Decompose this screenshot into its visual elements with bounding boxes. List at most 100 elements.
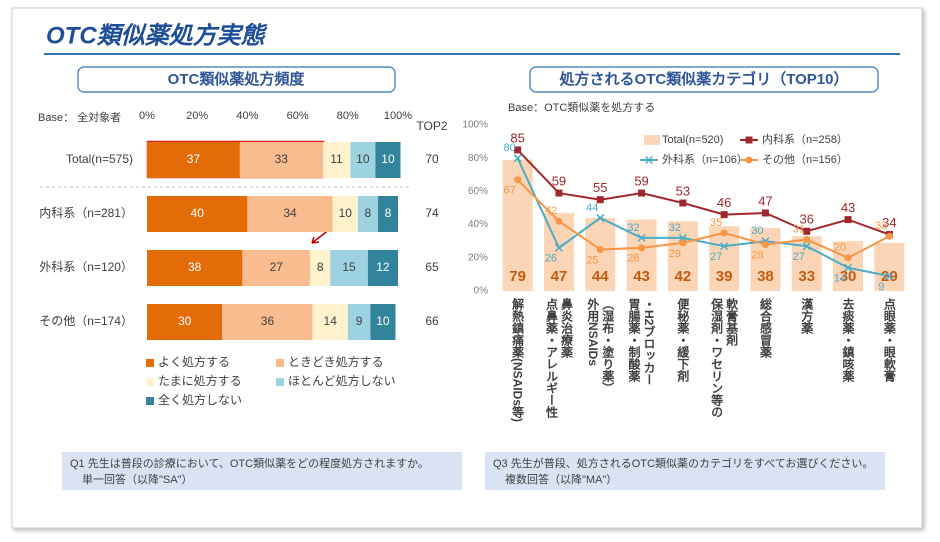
data-label: 26 [627, 253, 639, 265]
legend-label: ときどき処方する [288, 354, 384, 369]
marker [638, 189, 646, 197]
data-label: 27 [793, 251, 805, 263]
data-label: 44 [592, 268, 609, 285]
y-tick-label: 60% [468, 186, 488, 197]
data-label: 40 [191, 206, 205, 220]
x-tick-label: 去痰薬・鎮咳薬 [841, 297, 855, 383]
bar-segment [310, 250, 331, 286]
bar [709, 226, 740, 291]
data-label: 33 [875, 220, 887, 232]
marker [844, 263, 853, 272]
data-label: 10 [339, 206, 353, 220]
bar-segment [377, 196, 398, 232]
data-label: 43 [633, 268, 650, 285]
x-tick-label: 点眼薬・眼軟膏 [882, 297, 896, 383]
marker [596, 213, 605, 222]
x-tick-label: （湿布・塗り薬） [601, 298, 615, 394]
y-tick-label: Total(n=575) [66, 152, 133, 166]
y-tick-label: 100% [462, 120, 488, 131]
bar-segment [332, 196, 358, 232]
marker [596, 196, 604, 204]
marker [638, 244, 646, 252]
data-label: 39 [716, 268, 733, 285]
y-tick-label: 40% [468, 219, 488, 230]
marker [514, 176, 522, 184]
data-label: 8 [385, 206, 392, 220]
marker [844, 254, 852, 262]
marker [720, 229, 728, 237]
data-label: 29 [669, 248, 681, 260]
bar [585, 217, 616, 291]
legend-swatch [276, 359, 284, 367]
line [516, 157, 890, 278]
data-label: 8 [317, 260, 324, 274]
data-label: 53 [676, 183, 690, 198]
marker [803, 227, 811, 235]
marker [637, 233, 646, 242]
marker [514, 146, 522, 154]
marker [720, 211, 728, 219]
data-label: 79 [509, 268, 526, 285]
base-note: Base： 全対象者 [38, 110, 121, 124]
data-label: 59 [552, 173, 566, 188]
legend-label: 内科系（n=258） [762, 132, 848, 146]
legend-label: 外科系（n=106） [662, 152, 748, 166]
top2-value: 70 [425, 152, 439, 166]
data-label: 55 [593, 180, 607, 195]
x-tick-label: 60% [287, 110, 309, 122]
marker [761, 209, 769, 217]
data-label: 80 [504, 142, 516, 154]
marker [679, 199, 687, 207]
marker [679, 239, 687, 247]
marker [720, 242, 729, 251]
legend-swatch [146, 359, 154, 367]
x-tick-label: 0% [139, 110, 155, 122]
legend-label: ほとんど処方しない [288, 373, 396, 388]
data-label: 14 [834, 273, 846, 285]
top2-value: 74 [425, 206, 439, 220]
x-tick-label: ・H2ブロッカー [642, 298, 656, 385]
data-label: 36 [261, 314, 275, 328]
data-label: 20 [834, 242, 846, 254]
chart-title: 処方されるOTC類似薬カテゴリ（TOP10） [559, 70, 849, 88]
x-tick-label: 便秘薬・緩下剤 [676, 297, 690, 383]
bar-segment [222, 304, 313, 340]
data-label: 35 [710, 217, 722, 229]
top2-value: 65 [425, 260, 439, 274]
bar-segment [242, 250, 311, 286]
data-label: 34 [882, 215, 896, 230]
bar-segment [247, 196, 333, 232]
x-tick-label: 鼻炎治療薬 [559, 297, 573, 359]
bar-segment [375, 142, 401, 178]
marker [555, 217, 563, 225]
data-label: 10 [356, 152, 370, 166]
note-answer: 単一回答（以降"SA"） [82, 472, 192, 486]
data-label: 42 [675, 268, 692, 285]
y-tick-label: 内科系（n=281） [39, 206, 133, 220]
data-label: 30 [751, 225, 763, 237]
legend-label: Total(n=520) [662, 134, 723, 146]
note-box [485, 452, 885, 490]
data-label: 59 [634, 173, 648, 188]
bar-segment [322, 142, 351, 178]
data-label: 9 [878, 281, 884, 293]
legend-swatch [146, 397, 154, 405]
bar-segment [350, 142, 376, 178]
note-question: Q1 先生は普段の診療において、OTC類似薬をどの程度処方されますか。 [70, 456, 429, 470]
legend-swatch [644, 135, 660, 145]
data-label: 28 [751, 249, 763, 261]
x-tick-label: 漢方薬 [800, 297, 814, 335]
data-label: 34 [283, 206, 297, 220]
chart-title: OTC類似薬処方頻度 [168, 70, 306, 88]
y-tick-label: その他（n=174） [39, 314, 133, 328]
legend-label: よく処方する [158, 354, 230, 369]
bar [874, 242, 905, 291]
x-tick-label: 80% [337, 110, 359, 122]
data-label: 15 [342, 260, 356, 274]
data-label: 43 [841, 200, 855, 215]
marker [885, 272, 894, 281]
marker [513, 154, 522, 163]
chart-title-box [529, 66, 879, 93]
chart-title-box [77, 66, 396, 93]
data-label: 11 [330, 152, 343, 166]
